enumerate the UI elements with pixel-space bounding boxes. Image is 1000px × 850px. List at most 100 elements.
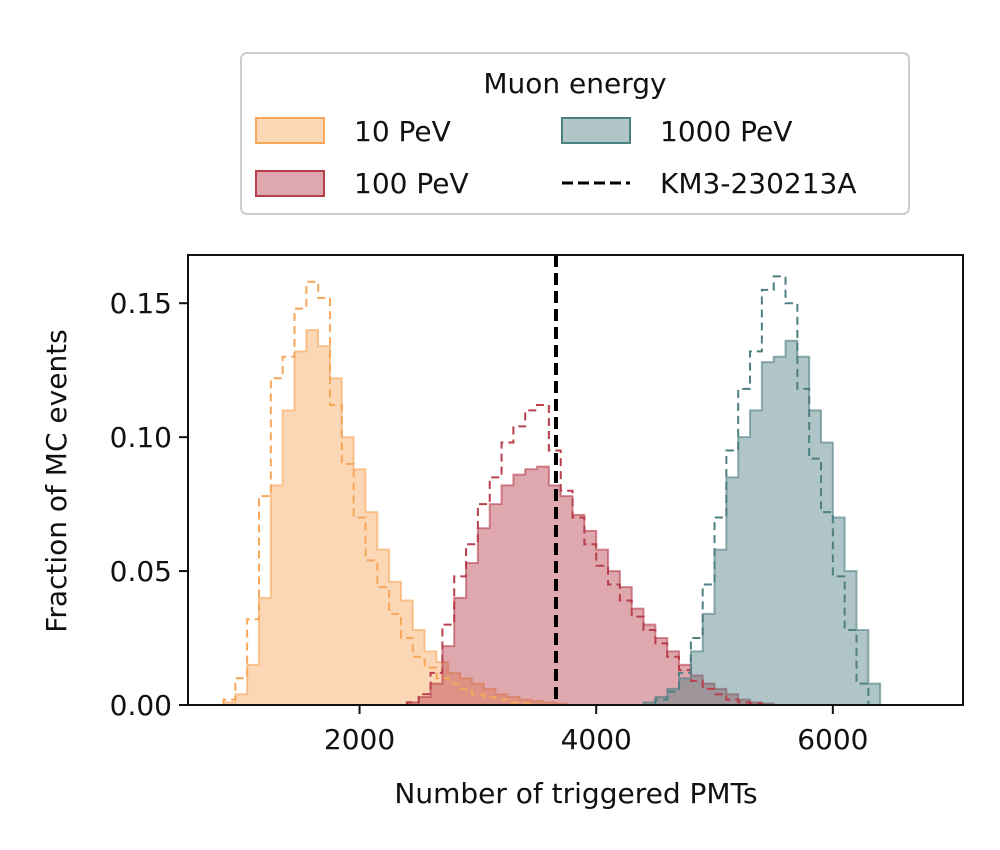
legend-swatch-100pev xyxy=(255,170,325,197)
bar-10-pev xyxy=(282,410,295,705)
bar-100-pev xyxy=(501,485,514,705)
x-tick-label: 4000 xyxy=(561,723,632,756)
bar-10-pev xyxy=(519,699,532,705)
bar-1000-pev xyxy=(726,477,739,705)
bar-1000-pev xyxy=(750,410,762,705)
bar-100-pev xyxy=(679,664,691,705)
bar-100-pev xyxy=(619,587,632,705)
bar-100-pev xyxy=(738,699,751,705)
legend-title: Muon energy xyxy=(483,67,666,100)
bar-10-pev xyxy=(507,696,520,705)
legend: Muon energy 10 PeV 100 PeV 1000 PeV KM3-… xyxy=(240,52,910,215)
bar-100-pev xyxy=(667,651,680,705)
bar-10-pev xyxy=(424,651,437,705)
y-tick-label: 0.10 xyxy=(110,421,172,454)
bar-100-pev xyxy=(608,571,620,705)
legend-swatch-1000pev xyxy=(561,117,631,144)
bar-1000-pev xyxy=(809,410,822,705)
bar-1000-pev xyxy=(643,702,656,705)
bar-1000-pev xyxy=(856,630,869,705)
bar-100-pev xyxy=(596,549,609,705)
bar-1000-pev xyxy=(655,696,668,705)
plot-area xyxy=(222,255,882,705)
bar-10-pev xyxy=(483,688,496,705)
bar-10-pev xyxy=(389,581,401,705)
bar-1000-pev xyxy=(761,362,774,705)
bar-10-pev xyxy=(471,683,484,705)
bar-100-pev xyxy=(418,696,431,705)
bar-10-pev xyxy=(531,700,543,705)
axes: 2000 4000 6000 0.00 0.05 0.10 0.15 xyxy=(110,254,964,756)
bar-10-pev xyxy=(235,694,248,705)
x-tick-label: 2000 xyxy=(324,723,395,756)
bar-100-pev xyxy=(690,675,703,705)
bar-100-pev xyxy=(726,694,739,705)
legend-label-10pev: 10 PeV xyxy=(354,115,451,148)
outline-1000-pev xyxy=(642,339,882,705)
dashed-hist-10-pev xyxy=(222,280,533,705)
bar-1000-pev xyxy=(714,549,727,705)
plot-frame xyxy=(187,254,964,706)
bar-100-pev xyxy=(454,597,467,705)
bar-100-pev xyxy=(584,530,597,705)
bar-10-pev xyxy=(223,702,236,705)
y-axis-label: Fraction of MC events xyxy=(40,329,73,633)
bar-10-pev xyxy=(412,630,425,705)
bar-100-pev xyxy=(442,646,455,705)
bar-100-pev xyxy=(750,702,762,705)
bar-10-pev xyxy=(400,600,413,705)
x-axis-label: Number of triggered PMTs xyxy=(394,777,757,810)
bar-100-pev xyxy=(406,702,419,705)
bar-100-pev xyxy=(655,638,668,705)
bar-10-pev xyxy=(318,346,330,705)
bar-10-pev xyxy=(542,702,555,705)
bar-100-pev xyxy=(537,466,549,705)
outline-10-pev xyxy=(222,329,568,705)
bar-10-pev xyxy=(448,672,461,705)
bar-100-pev xyxy=(631,608,644,705)
dashed-hist-100-pev xyxy=(405,404,763,705)
legend-label-1000pev: 1000 PeV xyxy=(660,115,792,148)
bar-10-pev xyxy=(460,678,472,705)
bar-10-pev xyxy=(329,378,342,705)
bar-100-pev xyxy=(430,683,443,705)
outline-100-pev xyxy=(405,465,775,705)
bar-1000-pev xyxy=(832,517,845,705)
legend-label-km3: KM3-230213A xyxy=(660,167,856,200)
hist-100-pev xyxy=(405,465,775,705)
bar-10-pev xyxy=(247,664,259,705)
bar-100-pev xyxy=(525,469,538,705)
bar-100-pev xyxy=(572,514,585,705)
bar-100-pev xyxy=(643,624,656,705)
y-tick-label: 0.05 xyxy=(110,555,172,588)
bar-10-pev xyxy=(294,351,307,705)
bar-100-pev xyxy=(548,485,561,705)
hist-1000-pev xyxy=(642,339,882,705)
bar-100-pev xyxy=(702,683,715,705)
bar-100-pev xyxy=(513,474,526,705)
bar-1000-pev xyxy=(868,683,881,705)
bar-10-pev xyxy=(341,437,354,705)
bar-1000-pev xyxy=(797,356,810,705)
bar-1000-pev xyxy=(667,688,680,705)
bar-10-pev xyxy=(353,469,366,705)
bar-10-pev xyxy=(306,330,319,705)
bar-10-pev xyxy=(377,549,390,705)
bar-1000-pev xyxy=(785,340,798,705)
bar-1000-pev xyxy=(690,651,703,705)
bar-1000-pev xyxy=(679,678,691,705)
legend-label-100pev: 100 PeV xyxy=(354,167,469,200)
bar-1000-pev xyxy=(702,613,715,705)
bar-100-pev xyxy=(466,563,478,705)
bar-1000-pev xyxy=(844,571,857,705)
legend-frame xyxy=(240,52,910,215)
bar-1000-pev xyxy=(738,437,751,705)
bar-10-pev xyxy=(258,597,271,705)
bar-100-pev xyxy=(489,504,502,705)
legend-swatch-10pev xyxy=(255,117,325,144)
y-tick-label: 0.15 xyxy=(110,287,172,320)
bar-100-pev xyxy=(714,688,727,705)
bar-10-pev xyxy=(270,485,283,705)
bar-1000-pev xyxy=(773,356,786,705)
